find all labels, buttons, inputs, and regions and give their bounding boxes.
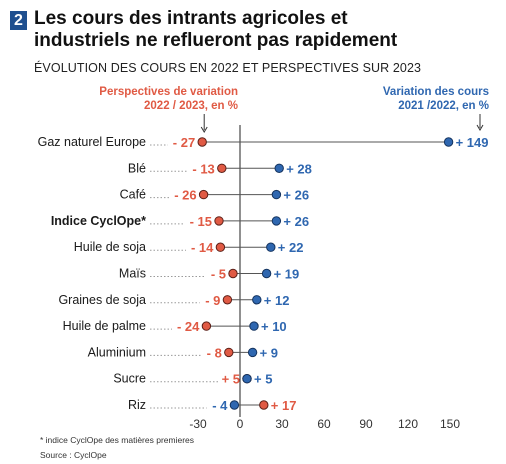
x-tick-label: 120 xyxy=(398,417,418,431)
legend-variation-arrowhead xyxy=(476,124,484,131)
variation-point xyxy=(271,189,282,200)
perspective-point xyxy=(198,189,209,200)
category-label: Huile de soja xyxy=(74,240,146,254)
x-tick-label: 0 xyxy=(237,417,244,431)
perspective-label: + 5 xyxy=(222,372,240,387)
chart-title: Les cours des intrants agricoles et indu… xyxy=(34,8,494,52)
legend-perspective-line1: Perspectives de variation xyxy=(99,86,238,98)
chart-title-line1: Les cours des intrants agricoles et xyxy=(34,8,348,29)
variation-point xyxy=(242,374,252,384)
legend-variation-line2: 2021 /2022, en % xyxy=(398,100,489,112)
variation-point xyxy=(261,268,272,279)
perspective-label: - 15 xyxy=(190,214,212,229)
variation-label: + 26 xyxy=(283,214,309,229)
perspective-point xyxy=(201,321,212,331)
category-label: Sucre xyxy=(113,372,146,386)
perspective-point xyxy=(224,347,234,358)
variation-point xyxy=(249,321,259,331)
variation-label: + 10 xyxy=(261,319,287,334)
perspective-label: - 13 xyxy=(192,161,214,176)
category-label: Blé xyxy=(128,161,146,175)
x-tick-label: -30 xyxy=(189,417,207,431)
variation-label: - 4 xyxy=(212,398,228,413)
variation-label: + 149 xyxy=(456,135,489,150)
perspective-point xyxy=(197,137,207,147)
perspective-label: + 17 xyxy=(271,398,297,413)
variation-label: + 5 xyxy=(254,372,272,387)
category-label: Aluminium xyxy=(88,345,146,359)
variation-point xyxy=(271,216,282,226)
category-label: Café xyxy=(120,188,146,202)
category-label: Riz xyxy=(128,398,146,412)
chart-title-line2: industriels ne reflueront pas rapidement xyxy=(34,30,398,51)
perspective-point xyxy=(228,268,238,279)
x-tick-label: 30 xyxy=(275,417,289,431)
perspective-label: - 8 xyxy=(207,345,222,360)
x-tick-label: 90 xyxy=(359,417,373,431)
variation-point xyxy=(252,295,262,305)
legend-perspective-line2: 2022 / 2023, en % xyxy=(144,100,238,112)
perspective-label: - 26 xyxy=(174,188,196,203)
variation-point xyxy=(274,163,284,174)
variation-label: + 26 xyxy=(283,188,309,203)
category-label: Graines de soja xyxy=(58,293,146,307)
perspective-label: - 5 xyxy=(211,267,226,282)
perspective-point xyxy=(217,163,227,174)
variation-label: + 9 xyxy=(260,345,278,360)
variation-point xyxy=(229,400,240,410)
perspective-label: - 27 xyxy=(173,135,195,150)
chart-subtitle: ÉVOLUTION DES COURS EN 2022 ET PERSPECTI… xyxy=(34,61,422,75)
category-label: Indice CyclOpe* xyxy=(51,214,146,228)
legend-perspective-arrowhead xyxy=(200,126,208,133)
category-label: Gaz naturel Europe xyxy=(38,135,146,149)
perspective-point xyxy=(215,242,226,252)
variation-point xyxy=(247,347,258,358)
perspective-point xyxy=(214,216,224,226)
x-tick-label: 150 xyxy=(440,417,460,431)
variation-label: + 19 xyxy=(274,267,300,282)
variation-label: + 28 xyxy=(286,161,312,176)
chart-number-badge: 2 xyxy=(10,11,27,30)
perspective-label: - 9 xyxy=(205,293,220,308)
category-label: Maïs xyxy=(119,267,146,281)
source-note: Source : CyclOpe xyxy=(40,450,107,460)
category-label: Huile de palme xyxy=(63,319,146,333)
variation-point xyxy=(443,137,454,147)
variation-label: + 12 xyxy=(264,293,290,308)
perspective-point xyxy=(222,295,233,305)
variation-point xyxy=(266,242,276,252)
footnote: * indice CyclOpe des matières premieres xyxy=(40,435,195,445)
legend-variation-line1: Variation des cours xyxy=(383,86,489,98)
perspective-point xyxy=(259,400,269,410)
x-tick-label: 60 xyxy=(317,417,331,431)
perspective-label: - 14 xyxy=(191,240,214,255)
perspective-label: - 24 xyxy=(177,319,200,334)
variation-label: + 22 xyxy=(278,240,304,255)
